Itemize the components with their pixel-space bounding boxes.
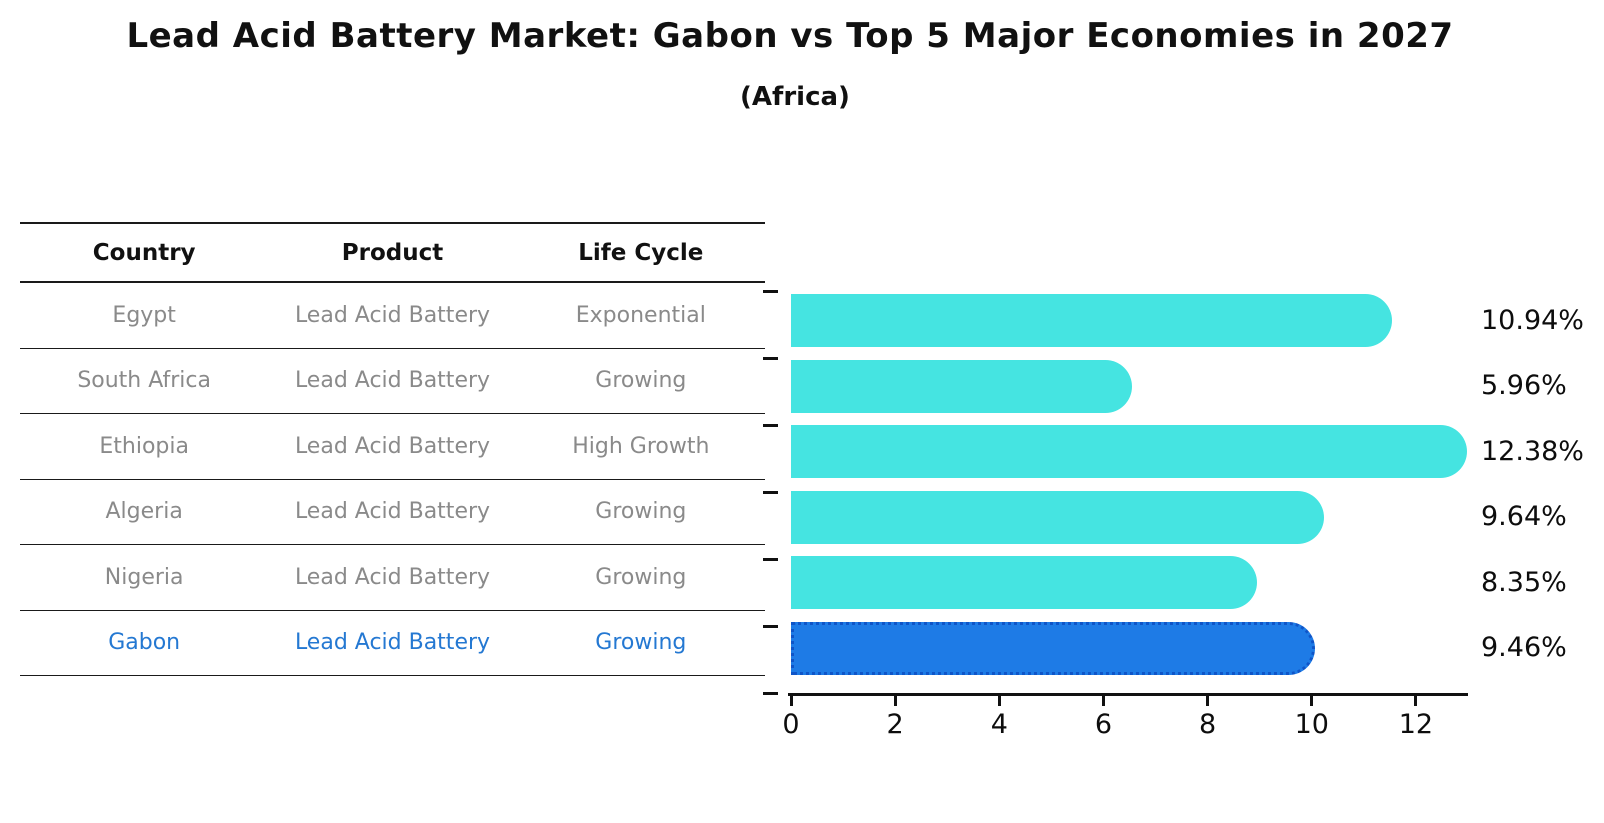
table-header-country: Country [92, 239, 196, 266]
cell-country: Nigeria [104, 564, 184, 590]
cell-country: Ethiopia [99, 433, 189, 459]
table-header-product: Product [341, 239, 444, 266]
x-tick-8 [1206, 696, 1210, 706]
x-ticklabel-0: 0 [782, 709, 800, 740]
page-title: Lead Acid Battery Market: Gabon vs Top 5… [126, 16, 1454, 56]
cell-product: Lead Acid Battery [294, 368, 491, 394]
value-label-egypt: 10.94% [1481, 304, 1584, 336]
bar-ethiopia [791, 425, 1467, 479]
table-row-ethiopia: Ethiopia Lead Acid Battery High Growth [20, 414, 765, 480]
x-tick-2 [893, 696, 897, 706]
x-tick-10 [1310, 696, 1314, 706]
y-axis-tick [763, 357, 778, 360]
table-header-row: Country Product Life Cycle [20, 222, 765, 283]
x-tick-12 [1414, 696, 1418, 706]
y-axis-tick [763, 491, 778, 494]
cell-life-cycle: Growing [595, 564, 687, 590]
y-axis-tick [763, 692, 778, 695]
table-row-egypt: Egypt Lead Acid Battery Exponential [20, 283, 765, 349]
x-ticklabel-6: 6 [1094, 709, 1113, 740]
cell-product: Lead Acid Battery [294, 433, 491, 459]
cell-country: Egypt [112, 302, 176, 328]
bar-south-africa [791, 359, 1133, 413]
value-label-gabon: 9.46% [1481, 632, 1567, 664]
cell-life-cycle: Growing [595, 499, 687, 525]
x-ticklabel-2: 2 [886, 709, 904, 740]
y-axis-tick [763, 625, 778, 628]
x-tick-6 [1101, 696, 1105, 706]
x-ticklabel-12: 12 [1398, 709, 1434, 740]
cell-life-cycle: Exponential [575, 302, 706, 328]
table-body: Egypt Lead Acid Battery Exponential South A… [20, 283, 765, 676]
x-ticklabel-10: 10 [1294, 709, 1329, 740]
cell-life-cycle: Growing [595, 368, 687, 394]
y-axis-tick [763, 424, 778, 427]
cell-life-cycle: High Growth [572, 433, 710, 459]
table-row-algeria: Algeria Lead Acid Battery Growing [20, 480, 765, 545]
cell-country: South Africa [77, 368, 211, 394]
x-axis-line [788, 693, 1468, 696]
x-tick-4 [997, 696, 1001, 706]
value-label-south-africa: 5.96% [1481, 370, 1567, 402]
bar-egypt [791, 294, 1392, 348]
x-ticklabel-8: 8 [1199, 709, 1217, 740]
cell-product: Lead Acid Battery [294, 302, 491, 328]
cell-product: Lead Acid Battery [294, 630, 491, 656]
cell-product: Lead Acid Battery [294, 564, 491, 590]
table-row-nigeria: Nigeria Lead Acid Battery Growing [20, 545, 765, 611]
cell-life-cycle: Growing [595, 630, 687, 656]
table-row-south-africa: South Africa Lead Acid Battery Growing [20, 349, 765, 414]
value-label-algeria: 9.64% [1481, 501, 1567, 533]
value-label-ethiopia: 12.38% [1481, 435, 1584, 467]
y-axis-tick [763, 558, 778, 561]
comparison-table: Country Product Life Cycle Egypt Lead Aci… [20, 222, 765, 676]
cell-country: Gabon [108, 630, 181, 656]
bar-nigeria [791, 556, 1257, 610]
cell-country: Algeria [105, 499, 183, 525]
x-tick-0 [789, 696, 793, 706]
table-header-life-cycle: Life Cycle [578, 239, 704, 266]
value-label-nigeria: 8.35% [1481, 566, 1567, 598]
cell-product: Lead Acid Battery [294, 499, 491, 525]
page-subtitle: (Africa) [740, 82, 850, 112]
y-axis-tick [763, 290, 778, 293]
x-ticklabel-4: 4 [990, 709, 1008, 740]
bar-algeria [791, 490, 1325, 544]
table-row-gabon: Gabon Lead Acid Battery Growing [20, 611, 765, 676]
bar-gabon [791, 621, 1315, 675]
